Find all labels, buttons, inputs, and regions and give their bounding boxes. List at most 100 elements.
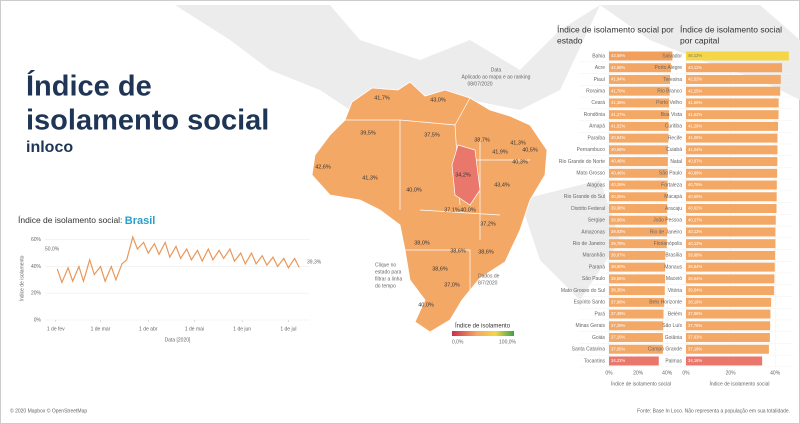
bar: [686, 262, 775, 272]
category-label: São Luís: [662, 323, 682, 329]
legend-gradient: [452, 331, 514, 336]
value-label: 43,11%: [688, 65, 702, 70]
value-label: 41,59%: [688, 100, 702, 105]
category-label: Alagoas: [587, 182, 606, 188]
value-label: 46,12%: [688, 53, 702, 58]
category-label: Rio Branco: [657, 89, 682, 95]
category-label: Teresina: [663, 77, 682, 83]
bar: [686, 215, 776, 225]
value-label: 39,84%: [688, 264, 702, 269]
bar: [609, 168, 668, 178]
brazil-map[interactable]: [311, 81, 548, 333]
line-title: Índice de isolamento social: Brasil: [18, 215, 155, 227]
bar: [609, 192, 668, 202]
map-label: 38,0%: [414, 240, 430, 246]
category-label: Cuiabá: [666, 147, 682, 153]
category-label: Roraima: [586, 89, 605, 95]
bar: [686, 192, 777, 202]
bar: [609, 274, 666, 284]
tocantins-highlight[interactable]: [451, 144, 481, 206]
category-label: Curitiba: [665, 124, 682, 130]
annotation: 39,3%: [307, 259, 322, 265]
category-label: Palmas: [665, 358, 682, 364]
bar: [609, 157, 668, 167]
category-label: Rio Grande do Norte: [559, 159, 605, 165]
category-label: Porto Alegre: [654, 65, 682, 71]
value-label: 40,62%: [688, 206, 702, 211]
value-label: 40,46%: [611, 170, 625, 175]
value-label: 39,54%: [688, 288, 702, 293]
x-tick-label: 40%: [770, 370, 781, 376]
value-label: 43,59%: [611, 53, 625, 58]
category-label: Maceió: [666, 276, 682, 282]
y-tick-label: 0%: [34, 317, 42, 323]
bar: [686, 168, 778, 178]
bar: [686, 86, 781, 96]
bar: [609, 98, 670, 108]
map-label: 40,0%: [460, 207, 476, 213]
category-label: Mato Grosso do Sul: [561, 288, 605, 294]
bar: [609, 63, 671, 73]
value-label: 41,94%: [611, 77, 625, 82]
map-label: 37,2%: [480, 221, 496, 227]
map-label: 40,5%: [522, 147, 538, 153]
date-note: 08/07/2020: [467, 81, 492, 87]
category-label: Distrito Federal: [571, 206, 605, 212]
category-label: Pará: [594, 311, 605, 317]
value-label: 40,97%: [688, 159, 702, 164]
x-tick-label: 1 de mai: [185, 326, 204, 332]
map-label: 38,7%: [474, 137, 490, 143]
map-label: 39,5%: [360, 130, 376, 136]
category-label: Minas Gerais: [576, 323, 606, 329]
category-label: Santa Catarina: [572, 347, 606, 353]
bar: [609, 344, 663, 354]
chart-title: por capital: [680, 35, 719, 45]
map-label: 43,0%: [430, 97, 446, 103]
value-label: 41,35%: [611, 100, 625, 105]
value-label: 40,12%: [688, 241, 702, 246]
bar: [609, 121, 669, 131]
bar: [609, 227, 668, 237]
map-label: 40,3%: [512, 159, 528, 165]
footer-left: © 2020 Mapbox © OpenStreetMap: [10, 407, 87, 414]
bar: [609, 145, 669, 155]
category-label: São Paulo: [582, 276, 605, 282]
map-label: 41,7%: [374, 95, 390, 101]
value-label: 41,27%: [611, 112, 625, 117]
bar: [609, 333, 663, 343]
map-label: 41,9%: [492, 149, 508, 155]
value-label: 39,64%: [688, 276, 702, 281]
value-label: 39,93%: [611, 229, 625, 234]
value-label: 41,02%: [611, 123, 625, 128]
data-note: 8/7/2020: [478, 280, 498, 286]
category-label: Espírito Santo: [574, 300, 606, 306]
x-tick-label: 1 de mar: [91, 326, 111, 332]
line-series: [56, 235, 300, 285]
value-label: 34,16%: [688, 358, 702, 363]
bar: [609, 133, 669, 143]
value-label: 40,12%: [688, 229, 702, 234]
bar: [609, 203, 668, 213]
value-label: 41,52%: [688, 112, 702, 117]
category-label: Porto Velho: [656, 100, 682, 106]
bar: [609, 297, 665, 307]
y-tick-label: 40%: [31, 264, 42, 270]
value-label: 40,84%: [611, 135, 625, 140]
category-label: Belo Horizonte: [649, 300, 682, 306]
category-label: São Paulo: [659, 171, 682, 177]
chart-title: estado: [557, 35, 583, 45]
value-label: 37,19%: [688, 346, 702, 351]
value-label: 39,98%: [611, 206, 625, 211]
category-label: Florianópolis: [654, 241, 683, 247]
category-label: Belém: [668, 311, 682, 317]
map-label: 37,5%: [424, 132, 440, 138]
y-tick-label: 20%: [31, 291, 42, 297]
header-title: isolamento social: [26, 105, 269, 137]
value-label: 37,98%: [611, 299, 625, 304]
map-label: 41,3%: [510, 140, 526, 146]
category-label: Rio de Janeiro: [650, 229, 682, 235]
value-label: 42,25%: [688, 88, 702, 93]
x-tick-label: 1 de abr: [139, 326, 158, 332]
value-label: 38,19%: [688, 299, 702, 304]
category-label: Recife: [668, 135, 682, 141]
